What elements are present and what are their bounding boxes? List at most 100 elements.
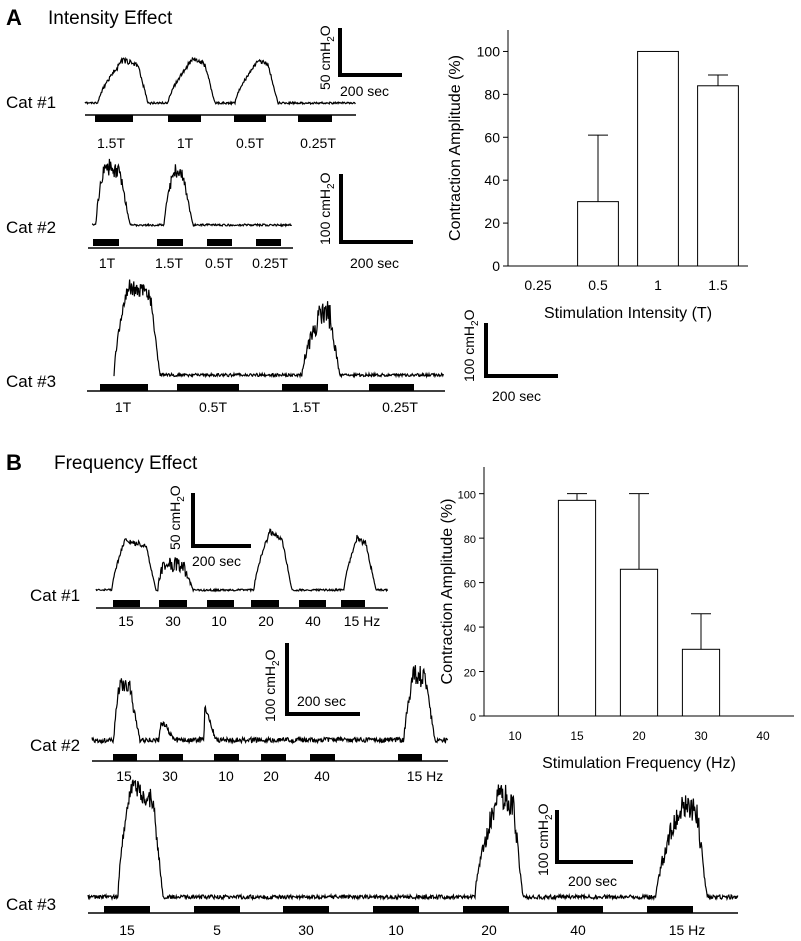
stim-bar	[398, 754, 422, 761]
intensity-chart-y-tick-label: 0	[492, 258, 500, 274]
a-cat3-stim-label: 1.5T	[292, 399, 320, 415]
stim-bar	[100, 384, 148, 391]
a-cat2-scale-x: 200 sec	[350, 255, 399, 271]
a-cat1-stim-label: 0.25T	[300, 135, 336, 151]
a-cat3-stim-label: 1T	[115, 399, 132, 415]
b-cat3-stim-label: 30	[298, 922, 314, 938]
intensity-chart-x-axis-label: Stimulation Intensity (T)	[544, 305, 712, 322]
b-cat1-stim-label: 20	[258, 613, 274, 629]
a-cat2-scale-bar	[339, 174, 413, 244]
b-cat1-stim-label: 30	[165, 613, 181, 629]
frequency-chart-y-tick-label: 40	[464, 623, 476, 635]
a-cat1-scale-bar	[338, 28, 402, 77]
b-cat3-stim-label: 15	[119, 922, 135, 938]
a-cat3-trace	[113, 279, 444, 379]
b-cat3-scale-y: 100 cmH2O	[535, 803, 555, 876]
a-cat2-label: Cat #2	[6, 218, 56, 237]
intensity-chart-y-axis-label: Contraction Amplitude (%)	[447, 55, 464, 241]
stim-bar	[261, 754, 286, 761]
b-cat1-label: Cat #1	[30, 586, 80, 605]
b-cat1-stim-label: 15 Hz	[344, 613, 381, 629]
b-cat2-scale-y: 100 cmH2O	[262, 649, 282, 722]
a-cat1-trace	[84, 56, 356, 106]
stim-bar	[168, 115, 201, 122]
b-cat2-trace	[91, 665, 449, 745]
a-cat1-stim-label: 0.5T	[236, 135, 264, 151]
stim-bar	[310, 754, 335, 761]
intensity-chart-x-tick-label: 1.5	[708, 277, 728, 293]
a-cat1-stim-bars	[95, 115, 332, 122]
stim-bar	[557, 906, 603, 913]
frequency-chart-y-tick-label: 80	[464, 534, 476, 546]
stim-bar	[282, 384, 328, 391]
b-cat2-stim-label: 30	[162, 768, 178, 784]
b-cat3-scale-x: 200 sec	[568, 873, 617, 889]
stim-bar	[341, 600, 365, 607]
b-cat2-scale-bar	[285, 643, 360, 716]
intensity-chart-y-tick-label: 20	[484, 215, 500, 231]
b-cat2-stim-label: 40	[314, 768, 330, 784]
b-cat3-label: Cat #3	[6, 895, 56, 914]
intensity-chart-x-tick-label: 1	[654, 277, 662, 293]
intensity-chart-x-tick-label: 0.5	[588, 277, 608, 293]
panel-a-title: Intensity Effect	[48, 8, 173, 29]
a-cat3-scale-x: 200 sec	[492, 388, 541, 404]
b-cat3-stim-label: 10	[388, 922, 404, 938]
stim-bar	[373, 906, 419, 913]
stim-bar	[299, 600, 326, 607]
stim-bar	[157, 239, 183, 246]
stim-bar	[207, 600, 234, 607]
b-cat1-scale-bar	[191, 493, 251, 548]
frequency-chart-x-tick-label: 30	[694, 729, 708, 743]
frequency-chart-x-axis-label: Stimulation Frequency (Hz)	[542, 755, 736, 772]
a-cat3-stim-label: 0.5T	[199, 399, 227, 415]
intensity-chart-y-tick-label: 100	[477, 43, 501, 59]
stim-bar	[159, 600, 187, 607]
intensity-chart-y-tick-label: 80	[484, 86, 500, 102]
stim-bar	[256, 239, 281, 246]
a-cat2-trace	[91, 158, 292, 228]
b-cat1-stim-label: 15	[118, 613, 134, 629]
b-cat1-trace	[95, 528, 389, 593]
b-cat3-scale-bar	[555, 810, 633, 864]
frequency-chart-x-tick-label: 40	[756, 729, 770, 743]
b-cat2-stim-label: 15	[116, 768, 132, 784]
frequency-chart-bar	[619, 568, 659, 717]
panel-b-title: Frequency Effect	[54, 453, 198, 474]
stim-bar	[95, 115, 133, 122]
b-cat3-stim-label: 40	[570, 922, 586, 938]
intensity-chart-bar	[697, 85, 739, 267]
stim-bar	[159, 754, 183, 761]
a-cat2-stim-label: 1T	[99, 255, 116, 271]
frequency-chart-x-tick-label: 20	[632, 729, 646, 743]
frequency-chart-y-tick-label: 100	[458, 490, 476, 502]
stim-bar	[93, 239, 119, 246]
stim-bar	[283, 906, 329, 913]
a-cat3-scale-bar	[484, 323, 558, 378]
stim-bar	[194, 906, 240, 913]
a-cat3-stim-label: 0.25T	[382, 399, 418, 415]
intensity-chart-y-tick-label: 60	[484, 129, 500, 145]
intensity-chart-x-tick-label: 0.25	[524, 277, 551, 293]
stim-bar	[298, 115, 332, 122]
frequency-chart-bar	[557, 499, 597, 717]
stim-bar	[463, 906, 509, 913]
a-cat1-label: Cat #1	[6, 93, 56, 112]
intensity-chart-y-tick-label: 40	[484, 172, 500, 188]
frequency-bar-chart: 0 20 40 60 80 100 10 15 20 30 40 Stimulation Freque…	[439, 467, 794, 772]
b-cat1-scale-x: 200 sec	[192, 553, 241, 569]
a-cat1-scale-y: 50 cmH2O	[317, 25, 337, 90]
stim-bar	[104, 906, 150, 913]
b-cat3-stim-label: 15 Hz	[669, 922, 706, 938]
b-cat1-stim-label: 40	[305, 613, 321, 629]
b-cat2-scale-x: 200 sec	[297, 693, 346, 709]
stim-bar	[251, 600, 279, 607]
frequency-chart-x-tick-label: 10	[508, 729, 522, 743]
b-cat3-stim-label: 5	[213, 922, 221, 938]
panel-a-letter: A	[6, 5, 22, 30]
a-cat1-stim-label: 1.5T	[97, 135, 125, 151]
frequency-chart-x-tick-label: 15	[570, 729, 584, 743]
a-cat2-stim-label: 1.5T	[155, 255, 183, 271]
frequency-chart-y-axis-label: Contraction Amplitude (%)	[439, 499, 456, 685]
stim-bar	[647, 906, 693, 913]
